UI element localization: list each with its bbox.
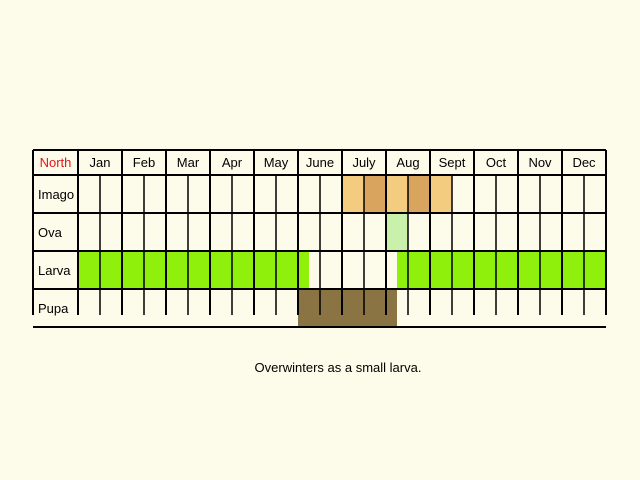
imago-activity-bar	[430, 175, 452, 213]
region-label: North	[40, 155, 72, 170]
larva-activity-bar	[78, 251, 309, 289]
month-label: Feb	[133, 155, 155, 170]
month-label: July	[352, 155, 376, 170]
month-label: Mar	[177, 155, 200, 170]
month-label: Sept	[439, 155, 466, 170]
month-label: Apr	[222, 155, 243, 170]
stage-label: Ova	[38, 225, 63, 240]
month-label: Oct	[486, 155, 507, 170]
imago-activity-bar	[408, 175, 430, 213]
month-label: Nov	[528, 155, 552, 170]
caption: Overwinters as a small larva.	[254, 360, 422, 375]
imago-activity-bar	[342, 175, 364, 213]
month-label: Dec	[572, 155, 596, 170]
pupa-activity-bar	[298, 289, 397, 327]
month-label: Jan	[90, 155, 111, 170]
month-label: May	[264, 155, 289, 170]
stage-label: Imago	[38, 187, 74, 202]
imago-activity-bar	[364, 175, 386, 213]
ova-activity-bar	[386, 213, 408, 251]
stage-label: Larva	[38, 263, 71, 278]
month-label: June	[306, 155, 334, 170]
month-label: Aug	[396, 155, 419, 170]
stage-label: Pupa	[38, 301, 69, 316]
imago-activity-bar	[386, 175, 408, 213]
larva-activity-bar	[397, 251, 606, 289]
